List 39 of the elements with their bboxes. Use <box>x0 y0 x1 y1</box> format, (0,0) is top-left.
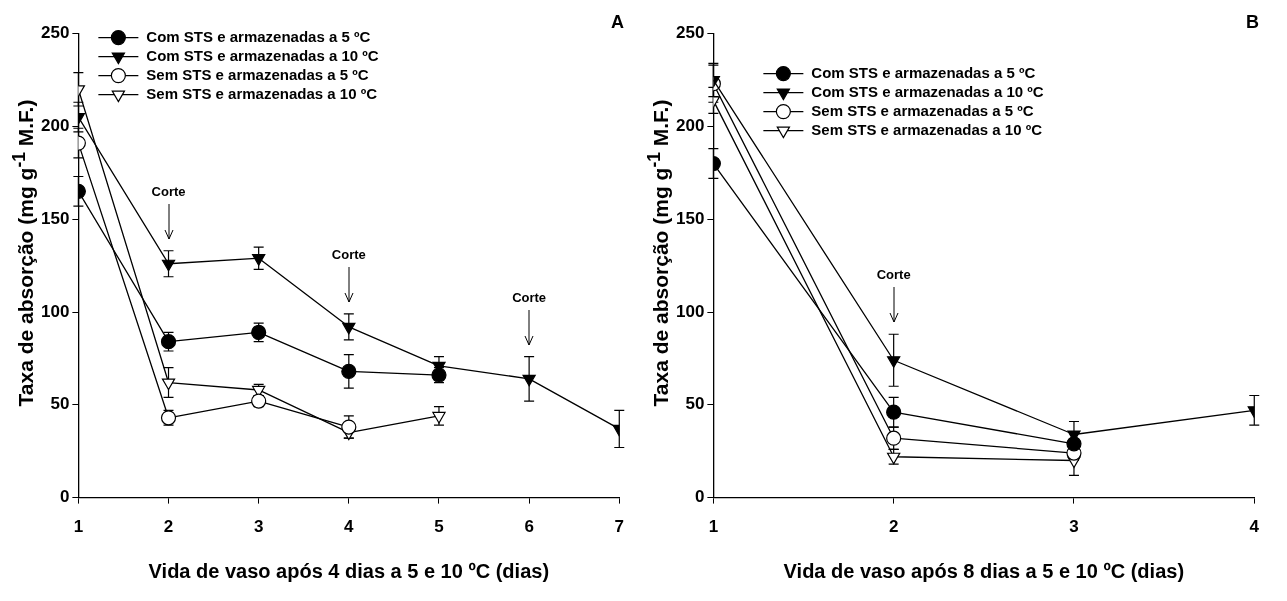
chart-title: B <box>1246 11 1259 32</box>
chart-title: A <box>611 11 624 32</box>
legend-label: Sem STS e armazenadas a 10 ºC <box>811 120 1043 138</box>
x-tick-label: 5 <box>434 517 444 537</box>
x-tick-label: 3 <box>253 517 264 537</box>
x-tick-label: 6 <box>524 517 534 537</box>
x-axis-title: Vida de vaso após 8 dias a 5 e 10 ºC (dias) <box>783 559 1185 582</box>
legend-label: Com STS e armazenadas a 10 ºC <box>811 82 1044 100</box>
x-tick-label: 1 <box>73 517 84 537</box>
legend-label: Com STS e armazenadas a 5 ºC <box>146 27 371 45</box>
y-tick-label: 250 <box>675 23 705 43</box>
y-tick-label: 50 <box>50 394 70 414</box>
y-tick-label: 50 <box>685 394 705 414</box>
y-tick-label: 150 <box>675 208 705 228</box>
legend-label: Com STS e armazenadas a 10 ºC <box>146 46 379 64</box>
x-tick-label: 2 <box>888 517 899 537</box>
x-tick-label: 4 <box>344 517 355 537</box>
annotation: Corte <box>512 289 547 305</box>
x-tick-label: 1 <box>708 517 719 537</box>
annotation: Corte <box>331 246 366 262</box>
x-tick-label: 7 <box>614 517 625 537</box>
annotation: Corte <box>876 267 911 283</box>
y-tick-label: 100 <box>40 301 70 321</box>
legend-label: Sem STS e armazenadas a 5 ºC <box>811 101 1034 119</box>
x-tick-label: 2 <box>163 517 174 537</box>
y-tick-label: 0 <box>694 487 705 507</box>
y-tick-label: 250 <box>40 23 70 43</box>
annotation: Corte <box>151 183 186 199</box>
legend-label: Com STS e armazenadas a 5 ºC <box>811 63 1036 81</box>
y-tick-label: 150 <box>40 208 70 228</box>
legend-label: Sem STS e armazenadas a 10 ºC <box>146 84 378 102</box>
y-tick-label: 200 <box>40 116 70 136</box>
x-axis-title: Vida de vaso após 4 dias a 5 e 10 ºC (dias) <box>148 559 550 582</box>
x-tick-label: 3 <box>1069 517 1079 537</box>
legend-label: Sem STS e armazenadas a 5 ºC <box>146 65 369 83</box>
y-tick-label: 200 <box>675 116 705 136</box>
y-tick-label: 0 <box>59 487 70 507</box>
x-tick-label: 4 <box>1249 517 1260 537</box>
y-tick-label: 100 <box>675 301 705 321</box>
